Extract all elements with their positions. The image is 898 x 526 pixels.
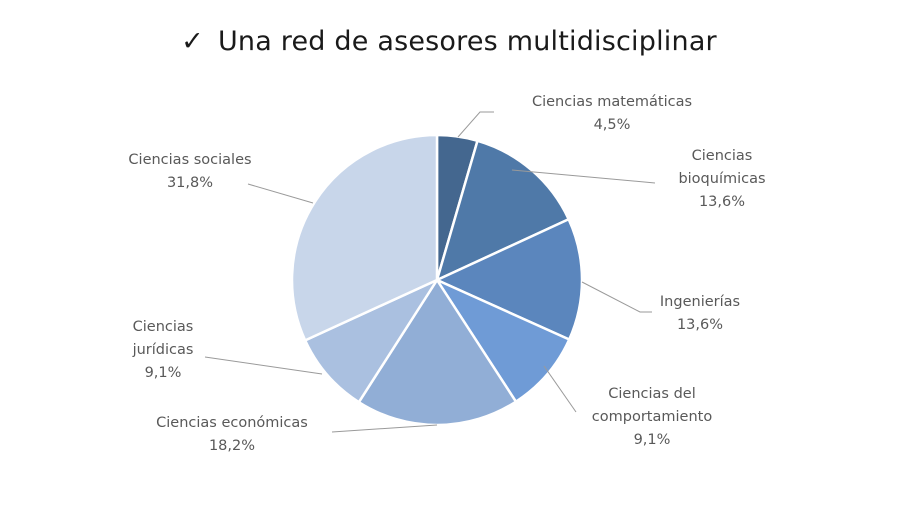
slice-category-label: comportamiento xyxy=(592,409,713,425)
slice-label: Ciencias jurídicas 9,1% xyxy=(132,319,194,381)
pie-slices xyxy=(290,133,584,427)
slice-category-label: Ciencias xyxy=(692,148,753,164)
pie-slice xyxy=(357,277,518,427)
slice-category-label: Ciencias del xyxy=(608,386,695,402)
leader-line xyxy=(581,281,652,313)
slice-value-label: 31,8% xyxy=(167,175,213,191)
slice-value-label: 9,1% xyxy=(145,365,182,381)
slice-label: Ciencias del comportamiento 9,1% xyxy=(592,386,713,448)
slice-category-label: Ciencias sociales xyxy=(128,152,251,168)
pie-slice xyxy=(290,133,439,343)
leader-line xyxy=(543,365,577,413)
slice-value-label: 9,1% xyxy=(634,432,671,448)
slice-label: Ciencias bioquímicas 13,6% xyxy=(678,148,765,210)
slice-value-label: 13,6% xyxy=(677,317,723,333)
pie-slice xyxy=(435,139,571,283)
slice-label: Ciencias económicas 18,2% xyxy=(156,415,308,454)
leader-line xyxy=(331,424,438,433)
slice-labels: Ciencias matemáticas 4,5% Ciencias bioquími… xyxy=(128,94,765,454)
slice-label: Ciencias matemáticas 4,5% xyxy=(532,94,692,133)
pie-slice xyxy=(433,217,584,342)
leader-line xyxy=(247,183,314,204)
slice-label: Ciencias sociales 31,8% xyxy=(128,152,251,191)
slice-category-label: jurídicas xyxy=(132,342,194,358)
leader-lines xyxy=(204,111,656,433)
slice-category-label: Ciencias xyxy=(133,319,194,335)
leader-line xyxy=(204,356,323,375)
checkmark-icon: ✓ xyxy=(181,26,204,57)
slice-category-label: bioquímicas xyxy=(678,171,765,187)
slice-value-label: 4,5% xyxy=(594,117,631,133)
slice-category-label: Ingenierías xyxy=(660,294,740,310)
slice-value-label: 13,6% xyxy=(699,194,745,210)
slice-category-label: Ciencias matemáticas xyxy=(532,94,692,110)
leader-line xyxy=(511,169,656,184)
slice-label: Ingenierías 13,6% xyxy=(660,294,740,333)
slice-category-label: Ciencias económicas xyxy=(156,415,308,431)
slice-value-label: 18,2% xyxy=(209,438,255,454)
pie-slice xyxy=(433,277,571,404)
pie-slice xyxy=(303,277,441,404)
leader-line xyxy=(457,111,494,138)
page-title: ✓ Una red de asesores multidisciplinar xyxy=(0,26,898,57)
title-text: Una red de asesores multidisciplinar xyxy=(217,26,717,57)
